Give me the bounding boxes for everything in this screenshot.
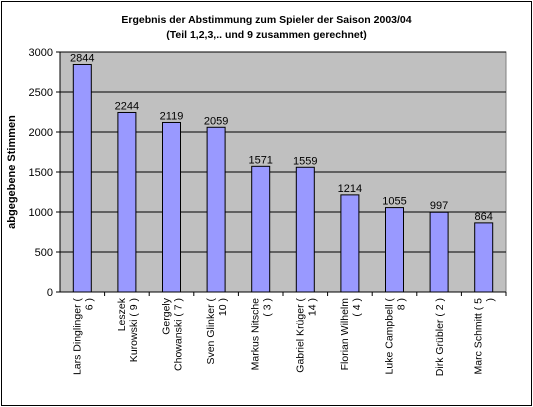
x-tick-label-line: Florian Wilhelm [339,298,351,371]
x-tick-label-line: ( 4 ) [351,298,363,317]
bar [206,126,226,293]
y-tick-label: 500 [35,247,53,259]
data-label: 1559 [293,155,317,167]
x-tick-label-line: 6 ) [83,298,95,310]
y-tick-label: 1000 [29,207,53,219]
x-tick-label-line: Dirk Grübler ( 2 ) [434,298,446,376]
bar [251,165,271,293]
bar [429,211,449,293]
x-tick-label-line: Markus Nitsche [250,298,262,371]
x-tick-label-line: Luke Campbell ( [384,297,396,374]
data-label: 2244 [115,100,139,112]
x-tick-label: Gergely Chowanski ( 7 ) [161,297,185,371]
x-tick-label: Leszek Kurowski ( 9 ) [116,297,140,362]
bar [385,207,404,293]
y-tick-label: 0 [47,287,53,299]
y-tick-label: 2500 [29,87,53,99]
x-tick-label: Sven Glinker (10 ) [205,298,229,365]
data-label: 1055 [382,196,406,208]
data-label: 2119 [160,110,184,122]
bar [72,63,92,293]
bar [162,121,181,293]
x-tick-label-line: Leszek [116,297,128,331]
x-tick-label: Luke Campbell (8 ) [384,297,408,374]
data-label: 997 [430,200,448,212]
chart-title: Ergebnis der Abstimmung zum Spieler der … [121,14,412,26]
x-tick-label: Lars Dinglinger (6 ) [71,298,95,376]
data-label: 2844 [70,52,94,64]
x-tick-label-line: 8 ) [396,298,408,310]
x-tick-label-line: Chowanski ( 7 ) [173,298,185,371]
x-tick-label-line: Sven Glinker ( [205,298,217,365]
x-tick-label-line: Marc Schmitt ( 5 [473,298,485,375]
bar [474,222,494,293]
x-tick-label-line: ) [485,298,497,302]
y-tick-label: 3000 [29,47,53,59]
bar [340,194,360,293]
x-tick-label: Dirk Grübler ( 2 ) [434,298,446,376]
bar [117,111,137,293]
bar [295,166,315,293]
y-tick-label: 1500 [29,167,53,179]
y-tick-label: 2000 [29,127,53,139]
x-tick-label-line: 14 ) [306,298,318,316]
chart-subtitle: (Teil 1,2,3,.. und 9 zusammen gerechnet) [166,29,367,41]
x-tick-label: Florian Wilhelm( 4 ) [339,298,363,371]
x-tick-label: Marc Schmitt ( 5) [473,298,497,375]
data-label: 1214 [338,183,362,195]
data-label: 864 [475,211,493,223]
x-tick-label-line: 10 ) [217,298,229,316]
data-label: 1571 [248,154,272,166]
x-tick-label: Markus Nitsche( 3 ) [250,298,274,371]
x-tick-label-line: ( 3 ) [262,298,274,317]
x-tick-label-line: Gergely [161,297,173,335]
x-tick-label-line: Gabriel Krüger ( [294,298,306,373]
x-tick-label-line: Kurowski ( 9 ) [128,298,140,362]
data-label: 2059 [204,115,228,127]
x-tick-label-line: Lars Dinglinger ( [71,298,83,376]
x-tick-label: Gabriel Krüger (14 ) [294,298,318,373]
